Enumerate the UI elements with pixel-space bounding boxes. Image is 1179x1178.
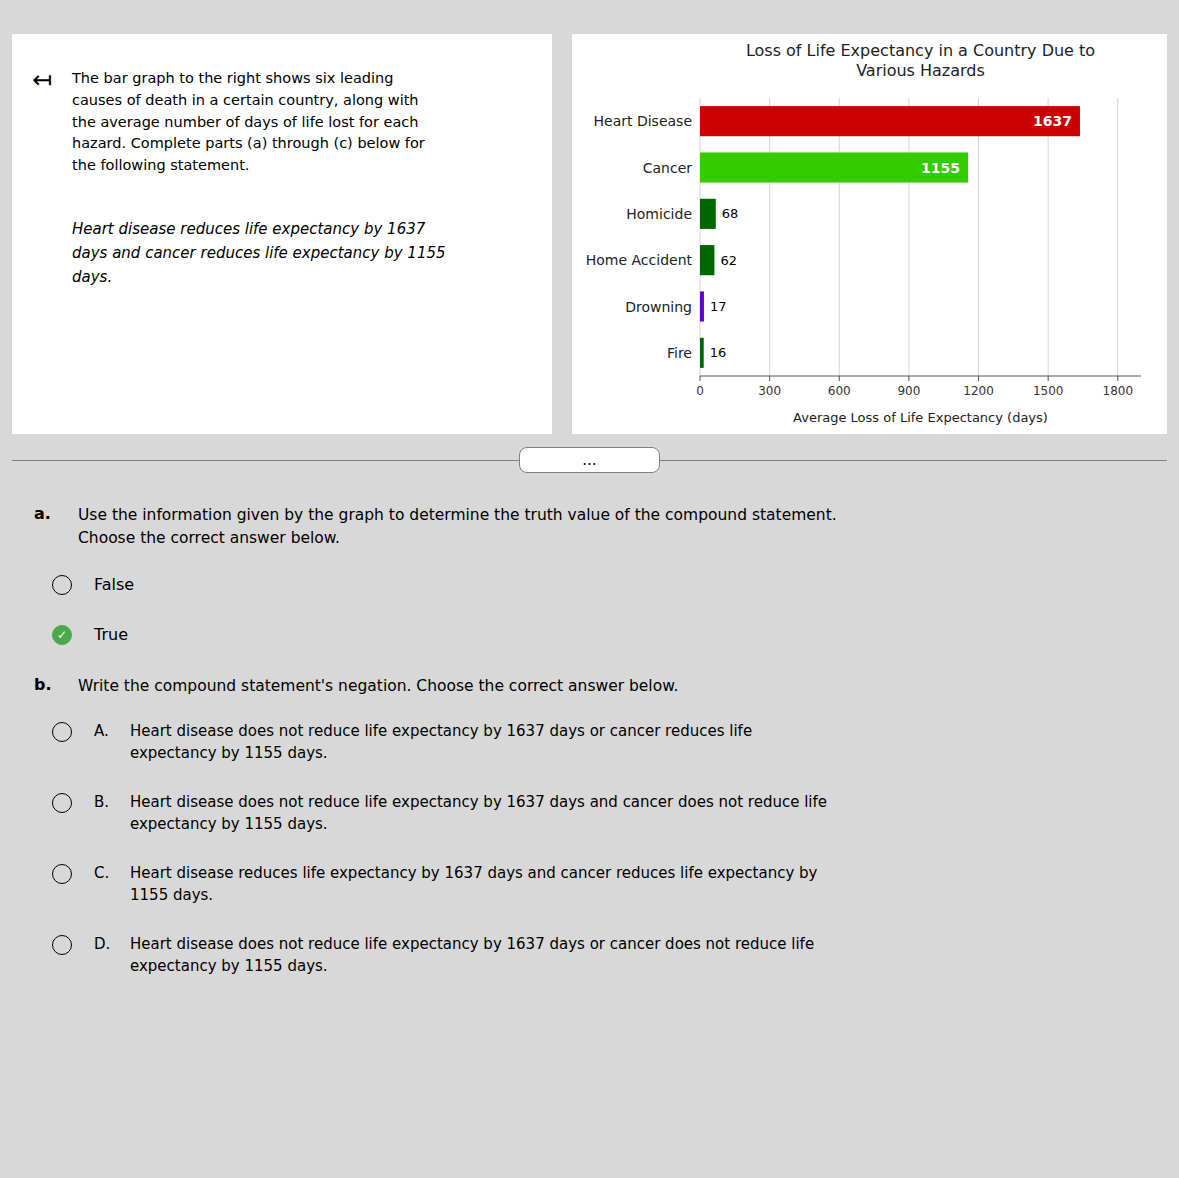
statement-text: Heart disease reduces life expectancy by…	[72, 217, 532, 289]
part-text: Write the compound statement's negation.…	[78, 675, 678, 698]
part-label: a.	[22, 504, 78, 551]
grid-line	[1117, 98, 1118, 376]
data-label: 1155	[921, 160, 960, 176]
grid-line	[908, 98, 909, 376]
y-tick-label: Fire	[667, 345, 692, 361]
x-axis-label: Average Loss of Life Expectancy (days)	[793, 410, 1048, 425]
separator: ...	[12, 440, 1167, 480]
y-tick-label: Cancer	[643, 160, 693, 176]
x-tick-label: 300	[758, 384, 781, 398]
part-b: b.Write the compound statement's negatio…	[22, 675, 1157, 978]
y-tick-label: Heart Disease	[594, 113, 692, 129]
option: A.Heart disease does not reduce life exp…	[52, 720, 1157, 765]
data-label: 68	[722, 206, 739, 221]
radio[interactable]	[52, 722, 72, 742]
part-label: b.	[22, 675, 78, 698]
option-label: D.	[94, 933, 130, 956]
x-tick	[839, 376, 840, 381]
option-label: A.	[94, 720, 130, 743]
option-text: Heart disease does not reduce life expec…	[130, 720, 752, 765]
y-tick-label: Drowning	[625, 299, 692, 315]
grid-line	[700, 98, 701, 376]
part-header: b.Write the compound statement's negatio…	[22, 675, 1157, 698]
x-axis-line	[700, 376, 1141, 377]
chart-title: Loss of Life Expectancy in a Country Due…	[746, 41, 1095, 80]
part-text: Use the information given by the graph t…	[78, 504, 837, 551]
bar	[700, 152, 968, 182]
y-tick-label: Home Accident	[586, 252, 693, 268]
x-tick-label: 1500	[1033, 384, 1064, 398]
intro-panel: ↤The bar graph to the right shows six le…	[12, 34, 552, 434]
option-label: C.	[94, 862, 130, 885]
x-tick-label: 1800	[1103, 384, 1134, 398]
option: ✓ True	[52, 623, 1157, 647]
grid-line	[769, 98, 770, 376]
bar	[700, 106, 1080, 136]
x-tick-label: 900	[897, 384, 920, 398]
radio-checked[interactable]: ✓	[52, 625, 72, 645]
radio[interactable]	[52, 575, 72, 595]
page-root: ↤The bar graph to the right shows six le…	[0, 0, 1179, 1178]
x-tick	[978, 376, 979, 381]
x-tick	[1117, 376, 1118, 381]
chart-title-line: Loss of Life Expectancy in a Country Due…	[746, 41, 1095, 60]
option: False	[52, 573, 1157, 597]
x-tick	[908, 376, 909, 381]
radio[interactable]	[52, 864, 72, 884]
x-tick-label: 1200	[963, 384, 994, 398]
option-text: Heart disease does not reduce life expec…	[130, 933, 814, 978]
option: D.Heart disease does not reduce life exp…	[52, 933, 1157, 978]
more-button[interactable]: ...	[519, 447, 659, 473]
radio[interactable]	[52, 793, 72, 813]
bars	[700, 106, 1080, 368]
bar	[700, 245, 714, 275]
separator-line	[660, 460, 1167, 461]
chart-panel: Loss of Life Expectancy in a Country Due…	[572, 34, 1167, 434]
x-tick	[700, 376, 701, 381]
x-tick-label: 0	[696, 384, 704, 398]
x-tick	[1048, 376, 1049, 381]
x-tick	[769, 376, 770, 381]
intro-body: The bar graph to the right shows six lea…	[72, 68, 532, 414]
option-text: True	[94, 623, 128, 647]
grid-line	[978, 98, 979, 376]
bar	[700, 199, 716, 229]
option-text: Heart disease does not reduce life expec…	[130, 791, 827, 836]
back-icon[interactable]: ↤	[32, 68, 72, 414]
option-text: False	[94, 573, 134, 597]
bar-chart: Loss of Life Expectancy in a Country Due…	[572, 34, 1167, 434]
x-tick-label: 600	[828, 384, 851, 398]
bar	[700, 338, 704, 368]
data-label: 16	[710, 345, 727, 360]
page: {"chart_data": {"type": "bar", "orientat…	[0, 0, 1179, 1178]
grid-line	[1048, 98, 1049, 376]
data-label: 62	[720, 253, 737, 268]
data-label: 17	[710, 299, 727, 314]
grid-line	[839, 98, 840, 376]
separator-line	[12, 460, 519, 461]
intro-text: The bar graph to the right shows six lea…	[72, 68, 532, 177]
y-tick-label: Homicide	[626, 206, 692, 222]
chart-title-line: Various Hazards	[856, 61, 985, 80]
data-labels: 1637 1155 68 62 17 16	[710, 113, 1072, 360]
top-row: ↤The bar graph to the right shows six le…	[12, 34, 1167, 434]
data-label: 1637	[1033, 113, 1072, 129]
option-text: Heart disease reduces life expectancy by…	[130, 862, 817, 907]
option-label: B.	[94, 791, 130, 814]
option: C.Heart disease reduces life expectancy …	[52, 862, 1157, 907]
part-header: a.Use the information given by the graph…	[22, 504, 1157, 551]
bar	[700, 291, 704, 321]
qa-panel: a.Use the information given by the graph…	[12, 486, 1167, 978]
option: B.Heart disease does not reduce life exp…	[52, 791, 1157, 836]
radio[interactable]	[52, 935, 72, 955]
